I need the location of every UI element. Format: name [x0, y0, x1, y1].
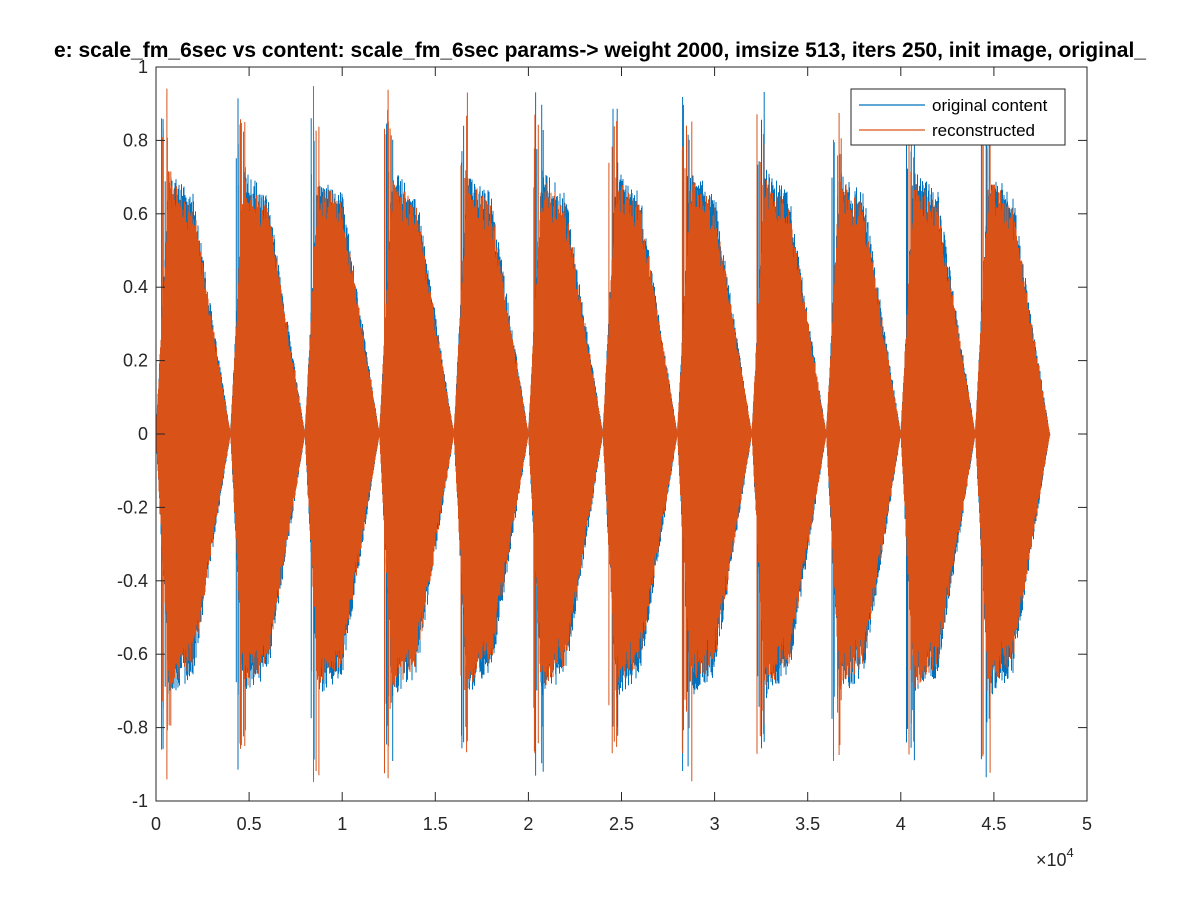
waveform-segment	[229, 119, 306, 749]
x-tick-label: 4	[896, 814, 906, 834]
waveform-segment	[974, 95, 1051, 773]
waveform-segment	[527, 114, 604, 754]
x-axis: 0 0.5 1 1.5 2 2.5 3 3.5 4 4.5 5	[151, 67, 1092, 834]
x-tick-label: 1	[337, 814, 347, 834]
y-axis: -1 -0.8 -0.6 -0.4 -0.2 0 0.2 0.4 0.6 0.8 1	[117, 57, 1087, 811]
x-tick-label: 0	[151, 814, 161, 834]
x-tick-label: 3	[710, 814, 720, 834]
waveform-segment	[751, 114, 827, 754]
legend-box	[850, 88, 1066, 146]
chart-title: e: scale_fm_6sec vs content: scale_fm_6s…	[54, 39, 1146, 62]
y-tick-label: 0.8	[123, 130, 148, 150]
waveform-segment	[602, 121, 678, 754]
waveform-segment	[900, 113, 976, 755]
series-reconstructed	[156, 86, 1051, 782]
y-tick-label: -0.6	[117, 644, 148, 664]
x-exponent-base: ×10	[1036, 850, 1067, 870]
waveform-segment	[676, 121, 753, 782]
y-tick-label: -0.4	[117, 571, 148, 591]
legend-label-reconstructed: reconstructed	[932, 121, 1035, 140]
y-tick-label: -0.8	[117, 718, 148, 738]
x-exponent-label: ×104	[1036, 845, 1074, 870]
x-tick-label: 2	[523, 814, 533, 834]
waveform-segment	[304, 86, 380, 782]
x-tick-label: 2.5	[609, 814, 634, 834]
legend: original content reconstructed	[850, 88, 1066, 146]
waveform-segment	[156, 88, 231, 780]
waveform-segment	[378, 89, 455, 779]
waveform-segment	[825, 113, 902, 761]
x-tick-label: 1.5	[423, 814, 448, 834]
series-layer	[156, 86, 1051, 782]
x-tick-label: 0.5	[237, 814, 262, 834]
y-tick-label: 0.4	[123, 277, 148, 297]
y-tick-label: -0.2	[117, 497, 148, 517]
x-tick-label: 4.5	[981, 814, 1006, 834]
x-tick-label: 3.5	[795, 814, 820, 834]
legend-label-original-content: original content	[932, 96, 1048, 115]
x-exponent-power: 4	[1067, 845, 1074, 860]
y-tick-label: 0.6	[123, 204, 148, 224]
y-tick-label: 1	[138, 57, 148, 77]
y-tick-label: 0	[138, 424, 148, 444]
x-tick-label: 5	[1082, 814, 1092, 834]
y-tick-label: -1	[132, 791, 148, 811]
waveform-segment	[453, 92, 529, 753]
y-tick-label: 0.2	[123, 351, 148, 371]
